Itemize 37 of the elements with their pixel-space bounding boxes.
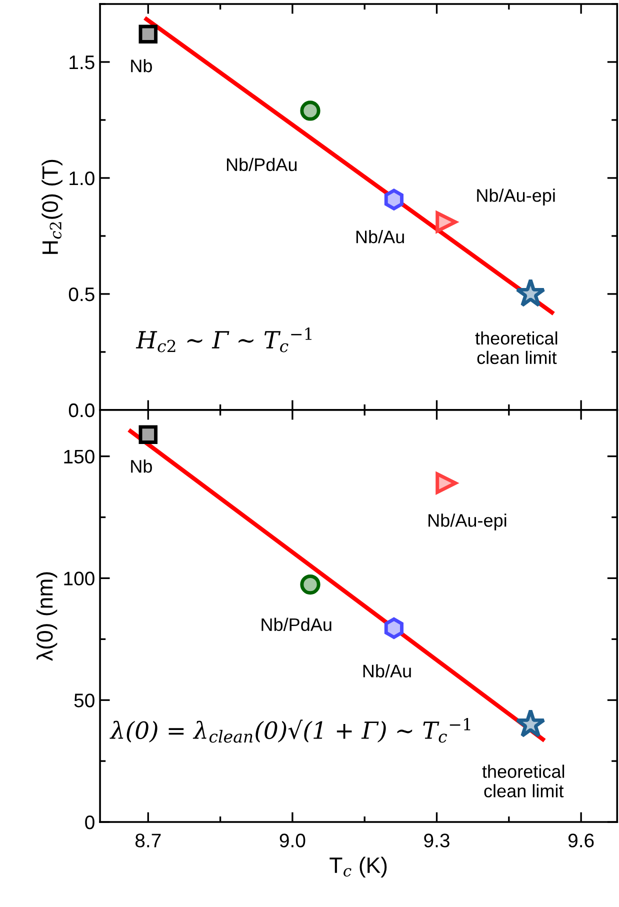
y-tick-label: 0.0: [68, 403, 94, 418]
point: [300, 100, 320, 121]
x-tick-label: 9.6: [568, 834, 594, 848]
x-tick-label: 8.7: [135, 834, 161, 848]
point: [384, 188, 404, 210]
point: [436, 472, 458, 494]
y-tick-label: 1.5: [70, 56, 94, 70]
y-tick-label: 50: [74, 694, 94, 708]
x-tick-label: 9.3: [424, 834, 450, 848]
y-tick-label: 1.0: [70, 171, 94, 186]
point: [384, 617, 404, 639]
y-axis-title: λ(0) (nm): [36, 572, 58, 661]
point: [516, 278, 546, 307]
point: [436, 211, 458, 233]
y-axis-title: H$_{c2}$(0) (T): [42, 160, 62, 254]
y-tick-label: 150: [64, 450, 94, 464]
series-label: Nb/Au: [363, 664, 411, 678]
x-tick-label: 9.0: [280, 834, 306, 848]
annotation: H$_{c2}$ ∼ Γ ∼ T$_{c}$$^{−1}$: [136, 328, 312, 352]
point: [138, 24, 158, 44]
series-label: theoretical clean limit: [475, 331, 558, 364]
point: [138, 425, 158, 444]
series-label: Nb/Au-epi: [428, 514, 506, 530]
series-label: Nb/Au: [356, 230, 404, 244]
y-tick-label: 0: [85, 815, 94, 830]
x-axis-title: T$_{c}$ (K): [330, 856, 387, 878]
text: theoretical clean limit: [482, 764, 564, 798]
series-label: Nb: [131, 59, 152, 72]
series-label: Nb: [131, 460, 152, 473]
y-tick-label: 0.5: [68, 287, 94, 302]
annotation: λ(0) = λ$_{clean}$(0)√(1 + Γ) ∼ T$_{c}$$^{−1}$: [110, 718, 470, 743]
text: Nb/PdAu: [226, 158, 297, 172]
series-label: Nb/PdAu: [262, 618, 332, 632]
point: [300, 574, 320, 595]
series-label: Nb/Au-epi: [477, 188, 555, 206]
point: [516, 708, 546, 738]
y-tick-label: 100: [64, 572, 94, 586]
